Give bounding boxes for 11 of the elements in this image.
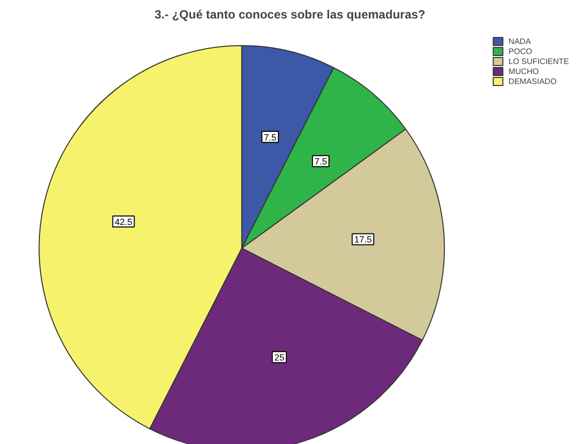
legend-label: DEMASIADO xyxy=(508,76,557,86)
legend-label: POCO xyxy=(508,46,532,56)
legend-label: NADA xyxy=(508,36,531,46)
data-label: 42.5 xyxy=(114,216,132,227)
data-label: 7.5 xyxy=(264,132,276,142)
data-label: 25 xyxy=(274,352,284,363)
legend-label: MUCHO xyxy=(508,66,539,76)
data-label: 17.5 xyxy=(354,234,372,245)
legend-label: LO SUFICIENTE xyxy=(508,56,569,66)
chart-title: 3.- ¿Qué tanto conoces sobre las quemaduras? xyxy=(154,8,426,22)
data-label: 7.5 xyxy=(314,156,327,167)
